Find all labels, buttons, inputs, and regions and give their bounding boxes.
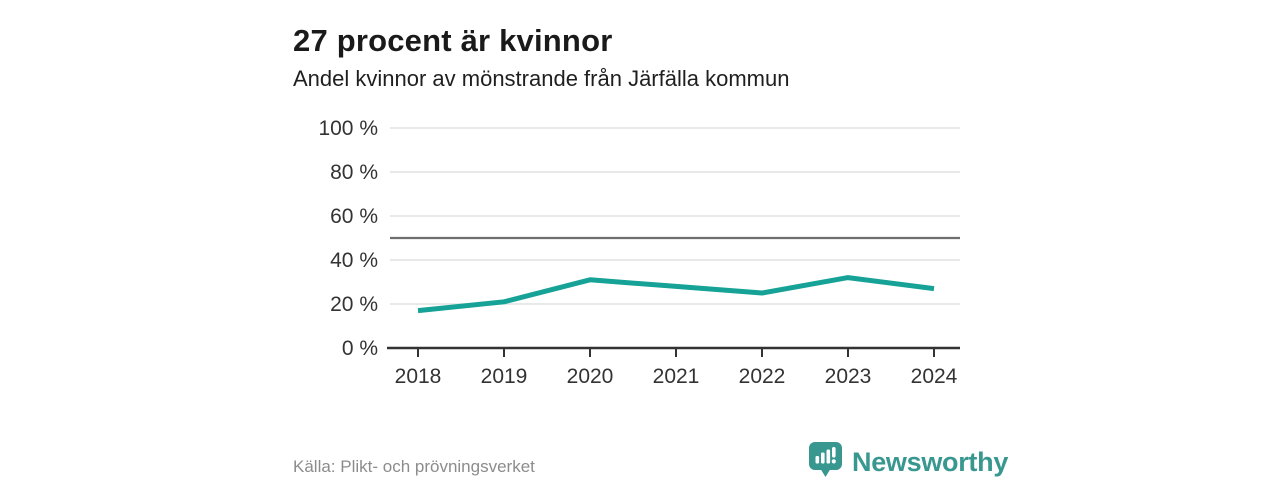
line-chart: 0 % 20 % 40 % 60 % 80 % 100 % 2018 2019 2020 2021…: [318, 117, 960, 388]
newsworthy-logo: Newsworthy: [808, 441, 1008, 483]
data-line: [417, 275, 935, 314]
x-tick-label-2019: 2019: [481, 365, 528, 388]
x-tick-label-2020: 2020: [567, 365, 614, 388]
x-tick-label-2018: 2018: [395, 365, 442, 388]
chart-area: 0 % 20 % 40 % 60 % 80 % 100 % 2018 2019 2020 2021…: [290, 105, 990, 395]
y-tick-label-80: 80 %: [330, 161, 378, 184]
x-tick-label-2023: 2023: [825, 365, 872, 388]
x-tick-label-2021: 2021: [653, 365, 700, 388]
logo-text: Newsworthy: [852, 446, 1009, 477]
x-tick-label-2022: 2022: [739, 365, 786, 388]
bar-chart-speech-bubble-icon: [808, 441, 843, 483]
page-title: 27 procent är kvinnor: [293, 22, 613, 58]
y-tick-label-0: 0 %: [342, 337, 378, 360]
y-tick-label-20: 20 %: [330, 293, 378, 316]
y-tick-label-40: 40 %: [330, 249, 378, 272]
y-tick-label-60: 60 %: [330, 205, 378, 228]
page-subtitle: Andel kvinnor av mönstrande från Järfäll…: [293, 66, 790, 91]
y-tick-label-100: 100 %: [318, 117, 378, 140]
x-tick-label-2024: 2024: [911, 365, 958, 388]
source-note: Källa: Plikt- och prövningsverket: [293, 457, 535, 476]
